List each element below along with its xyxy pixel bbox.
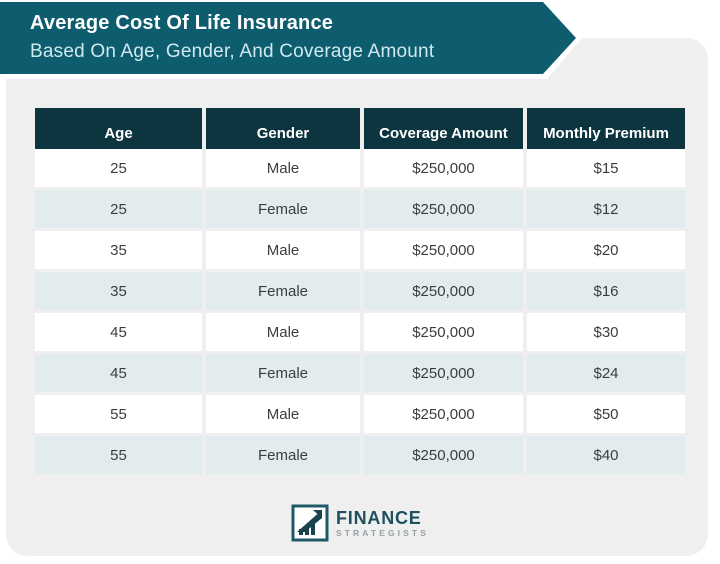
table-cell: $20 — [527, 231, 685, 269]
page-subtitle: Based On Age, Gender, And Coverage Amoun… — [30, 41, 435, 62]
table-cell: 25 — [35, 149, 202, 187]
table-cell: $15 — [527, 149, 685, 187]
table-cell: 25 — [35, 190, 202, 228]
table-cell: $250,000 — [364, 354, 523, 392]
table-cell: $250,000 — [364, 190, 523, 228]
page-title: Average Cost Of Life Insurance — [30, 12, 334, 34]
table-cell: 55 — [35, 436, 202, 474]
table-cell: $40 — [527, 436, 685, 474]
table-cell: $16 — [527, 272, 685, 310]
table-cell: 45 — [35, 354, 202, 392]
table-cell: $250,000 — [364, 313, 523, 351]
table-cell: Female — [206, 354, 360, 392]
table-cell: $250,000 — [364, 272, 523, 310]
table-cell: Female — [206, 190, 360, 228]
table-cell: $250,000 — [364, 395, 523, 433]
table-cell: Male — [206, 149, 360, 187]
title-banner: Average Cost Of Life Insurance Based On … — [0, 0, 590, 82]
table-cell: Male — [206, 313, 360, 351]
table-cell: $50 — [527, 395, 685, 433]
table-cell: $30 — [527, 313, 685, 351]
table-cell: Male — [206, 395, 360, 433]
logo-name-text: FINANCE — [336, 507, 422, 528]
banner-arrow-shape — [0, 0, 582, 79]
table-cell: $24 — [527, 354, 685, 392]
table-cell: 35 — [35, 272, 202, 310]
table-cell: $250,000 — [364, 149, 523, 187]
table-cell: $250,000 — [364, 436, 523, 474]
logo-subname-text: STRATEGISTS — [336, 527, 429, 538]
insurance-table: Age Gender Coverage Amount Monthly Premium 2… — [35, 108, 685, 474]
table-cell: Female — [206, 436, 360, 474]
growth-chart-icon — [291, 504, 329, 542]
table-cell: $250,000 — [364, 231, 523, 269]
table-cell: 55 — [35, 395, 202, 433]
finance-strategists-logo: FINANCE STRATEGISTS — [0, 504, 720, 542]
table-cell: 45 — [35, 313, 202, 351]
table-cell: Female — [206, 272, 360, 310]
table-cell: Male — [206, 231, 360, 269]
table-cell: $12 — [527, 190, 685, 228]
table-cell: 35 — [35, 231, 202, 269]
